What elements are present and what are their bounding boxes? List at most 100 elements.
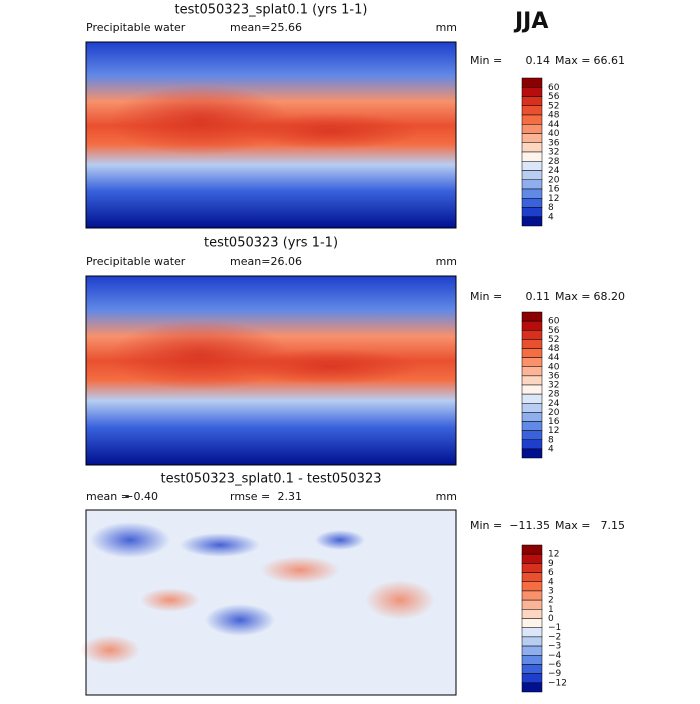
- colorbar-label: −2: [548, 632, 561, 642]
- colorbar-label: 9: [548, 559, 554, 569]
- colorbar-label: 12: [548, 426, 559, 436]
- colorbar-swatch: [521, 357, 543, 367]
- colorbar-swatch: [521, 664, 543, 674]
- colorbar-swatch: [521, 124, 543, 134]
- colorbar-swatch: [521, 339, 543, 349]
- map-feature: [90, 522, 170, 558]
- colorbar-swatch: [521, 348, 543, 358]
- map-feature: [80, 635, 140, 665]
- colorbar-label: 32: [548, 381, 559, 391]
- colorbar-label: 44: [548, 120, 560, 130]
- stat-label: mean=: [230, 21, 270, 34]
- colorbar-swatch: [521, 553, 543, 564]
- colorbar-swatch: [521, 198, 543, 208]
- colorbar-label: 48: [548, 344, 560, 354]
- max-label: Max =: [555, 290, 590, 303]
- colorbar-label: 52: [548, 101, 559, 111]
- colorbar-label: 20: [548, 175, 560, 185]
- colorbar-label: 48: [548, 111, 560, 121]
- stat-value: 26.06: [271, 255, 303, 268]
- colorbar-swatch: [521, 599, 543, 610]
- panel-title: test050323 (yrs 1-1): [204, 236, 338, 251]
- colorbar-swatch: [521, 403, 543, 413]
- colorbar-swatch: [521, 393, 543, 404]
- colorbar-swatch: [521, 430, 543, 440]
- map-feature: [240, 113, 420, 150]
- min-value: 0.14: [526, 54, 551, 67]
- map-feature: [240, 348, 420, 385]
- colorbar-swatch: [521, 439, 543, 450]
- colorbar-swatch: [521, 170, 543, 180]
- colorbar-label: 6: [548, 568, 554, 578]
- colorbar-label: 2: [548, 596, 554, 606]
- colorbar-label: 36: [548, 371, 560, 381]
- map-feature: [180, 533, 260, 557]
- colorbar-label: 56: [548, 326, 560, 336]
- min-label: Min =: [470, 290, 502, 303]
- season: JJA: [513, 9, 548, 34]
- colorbar-label: 28: [548, 157, 560, 167]
- map-feature: [110, 320, 290, 391]
- colorbar-swatch: [521, 636, 543, 647]
- colorbar-swatch: [521, 645, 543, 656]
- colorbar-swatch: [521, 188, 543, 199]
- max-value: 7.15: [601, 519, 626, 532]
- colorbar-label: −12: [548, 678, 567, 688]
- colorbar-label: 0: [548, 614, 554, 624]
- colorbar-swatch: [521, 673, 543, 684]
- colorbar-label: 4: [548, 577, 554, 587]
- stat-label: mean =: [86, 490, 130, 503]
- colorbar-swatch: [521, 77, 543, 88]
- colorbar-label: −6: [548, 660, 562, 670]
- colorbar-label: 24: [548, 166, 560, 176]
- colorbar-swatch: [521, 142, 543, 153]
- colorbar-swatch: [521, 207, 543, 217]
- colorbar-swatch: [521, 618, 543, 628]
- units: mm: [436, 490, 457, 503]
- colorbar-label: 1: [548, 605, 554, 615]
- colorbar-swatch: [521, 609, 543, 619]
- colorbar-label: 8: [548, 435, 554, 445]
- colorbar-swatch: [521, 384, 543, 395]
- colorbar-swatch: [521, 627, 543, 638]
- colorbar-label: 4: [548, 444, 554, 454]
- stat-value: 2.31: [278, 490, 303, 503]
- map-feature: [260, 556, 340, 584]
- colorbar-label: 20: [548, 408, 560, 418]
- colorbar-swatch: [521, 655, 543, 665]
- panel-title: test050323_splat0.1 (yrs 1-1): [175, 3, 368, 18]
- colorbar-swatch: [521, 161, 543, 171]
- colorbar-label: 24: [548, 399, 560, 409]
- colorbar-swatch: [521, 421, 543, 431]
- colorbar-label: 32: [548, 148, 559, 158]
- colorbar-label: −1: [548, 623, 561, 633]
- colorbar-swatch: [521, 96, 543, 106]
- colorbar-label: 8: [548, 203, 554, 213]
- panel-title: test050323_splat0.1 - test050323: [160, 472, 381, 487]
- colorbar-label: 3: [548, 586, 554, 596]
- map-feature: [140, 588, 200, 612]
- colorbar-swatch: [521, 572, 543, 582]
- stat-value: 25.66: [271, 21, 303, 34]
- colorbar-swatch: [521, 412, 543, 422]
- map-feature: [365, 580, 435, 620]
- colorbar-swatch: [521, 544, 543, 555]
- units: mm: [436, 21, 457, 34]
- colorbar-swatch: [521, 179, 543, 190]
- max-value: 68.20: [594, 290, 626, 303]
- colorbar-swatch: [521, 375, 543, 386]
- min-label: Min =: [470, 519, 502, 532]
- colorbar-label: 12: [548, 550, 559, 560]
- colorbar-swatch: [521, 320, 543, 331]
- max-value: 66.61: [594, 54, 626, 67]
- colorbar-swatch: [521, 151, 543, 162]
- colorbar-label: 60: [548, 83, 560, 93]
- colorbar-label: 4: [548, 212, 554, 222]
- colorbar-swatch: [521, 87, 543, 97]
- colorbar-label: 16: [548, 185, 560, 195]
- max-label: Max =: [555, 519, 590, 532]
- map-frame: [85, 509, 457, 696]
- colorbar-label: −3: [548, 642, 561, 652]
- min-value: −11.35: [509, 519, 550, 532]
